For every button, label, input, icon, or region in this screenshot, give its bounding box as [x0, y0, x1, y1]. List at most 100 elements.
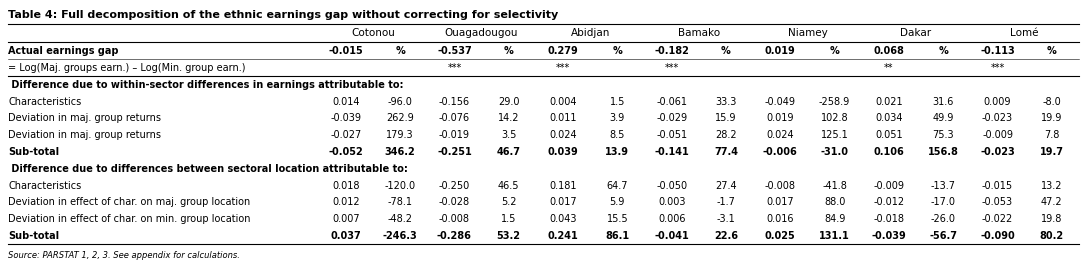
Text: Niamey: Niamey	[788, 28, 827, 38]
Text: 0.051: 0.051	[875, 130, 902, 140]
Text: -13.7: -13.7	[930, 181, 955, 191]
Text: %: %	[938, 46, 948, 56]
Text: 13.2: 13.2	[1041, 181, 1063, 191]
Text: 0.017: 0.017	[549, 198, 577, 207]
Text: 29.0: 29.0	[498, 97, 520, 107]
Text: 0.004: 0.004	[549, 97, 577, 107]
Text: %: %	[1047, 46, 1057, 56]
Text: 13.9: 13.9	[605, 147, 629, 157]
Text: 0.068: 0.068	[874, 46, 904, 56]
Text: Characteristics: Characteristics	[8, 97, 82, 107]
Text: -3.1: -3.1	[716, 214, 735, 224]
Text: Abidjan: Abidjan	[571, 28, 610, 38]
Text: 27.4: 27.4	[715, 181, 737, 191]
Text: -0.049: -0.049	[765, 97, 796, 107]
Text: 15.9: 15.9	[715, 113, 737, 124]
Text: 19.9: 19.9	[1041, 113, 1062, 124]
Text: -0.156: -0.156	[439, 97, 470, 107]
Text: 5.2: 5.2	[501, 198, 516, 207]
Text: 22.6: 22.6	[714, 231, 738, 241]
Text: 131.1: 131.1	[820, 231, 850, 241]
Text: %: %	[396, 46, 405, 56]
Text: 80.2: 80.2	[1040, 231, 1064, 241]
Text: Lomé: Lomé	[1011, 28, 1039, 38]
Text: -0.050: -0.050	[657, 181, 687, 191]
Text: 46.5: 46.5	[498, 181, 520, 191]
Text: **: **	[884, 63, 894, 73]
Text: 1.5: 1.5	[501, 214, 516, 224]
Text: 19.8: 19.8	[1041, 214, 1062, 224]
Text: 88.0: 88.0	[824, 198, 846, 207]
Text: Cotonou: Cotonou	[351, 28, 395, 38]
Text: -17.0: -17.0	[930, 198, 955, 207]
Text: -0.023: -0.023	[982, 113, 1013, 124]
Text: 0.181: 0.181	[549, 181, 577, 191]
Text: 0.011: 0.011	[549, 113, 577, 124]
Text: 0.241: 0.241	[548, 231, 578, 241]
Text: -0.009: -0.009	[982, 130, 1013, 140]
Text: 7.8: 7.8	[1045, 130, 1060, 140]
Text: 3.9: 3.9	[610, 113, 625, 124]
Text: -0.250: -0.250	[439, 181, 470, 191]
Text: 0.279: 0.279	[548, 46, 578, 56]
Text: -0.090: -0.090	[980, 231, 1015, 241]
Text: 15.5: 15.5	[607, 214, 628, 224]
Text: 28.2: 28.2	[715, 130, 737, 140]
Text: -0.039: -0.039	[330, 113, 361, 124]
Text: Characteristics: Characteristics	[8, 181, 82, 191]
Text: -0.008: -0.008	[765, 181, 796, 191]
Text: = Log(Maj. groups earn.) – Log(Min. group earn.): = Log(Maj. groups earn.) – Log(Min. grou…	[8, 63, 246, 73]
Text: -41.8: -41.8	[822, 181, 847, 191]
Text: 8.5: 8.5	[610, 130, 625, 140]
Text: -0.022: -0.022	[982, 214, 1013, 224]
Text: 14.2: 14.2	[498, 113, 520, 124]
Text: -0.008: -0.008	[439, 214, 470, 224]
Text: Actual earnings gap: Actual earnings gap	[8, 46, 118, 56]
Text: ***: ***	[447, 63, 462, 73]
Text: 0.043: 0.043	[549, 214, 577, 224]
Text: ***: ***	[664, 63, 678, 73]
Text: 0.106: 0.106	[874, 147, 904, 157]
Text: -0.015: -0.015	[328, 46, 363, 56]
Text: 0.034: 0.034	[875, 113, 902, 124]
Text: 19.7: 19.7	[1040, 147, 1064, 157]
Text: 0.017: 0.017	[766, 198, 795, 207]
Text: 53.2: 53.2	[497, 231, 521, 241]
Text: -0.052: -0.052	[328, 147, 363, 157]
Text: 0.014: 0.014	[332, 97, 360, 107]
Text: -0.019: -0.019	[439, 130, 470, 140]
Text: -1.7: -1.7	[716, 198, 736, 207]
Text: -0.061: -0.061	[657, 97, 687, 107]
Text: -31.0: -31.0	[821, 147, 849, 157]
Text: 0.019: 0.019	[765, 46, 796, 56]
Text: -0.053: -0.053	[982, 198, 1013, 207]
Text: 156.8: 156.8	[928, 147, 959, 157]
Text: 0.025: 0.025	[765, 231, 796, 241]
Text: -0.028: -0.028	[439, 198, 470, 207]
Text: Ouagadougou: Ouagadougou	[445, 28, 518, 38]
Text: Difference due to within-sector differences in earnings attributable to:: Difference due to within-sector differen…	[8, 80, 403, 90]
Text: 1.5: 1.5	[610, 97, 625, 107]
Text: -78.1: -78.1	[388, 198, 413, 207]
Text: 125.1: 125.1	[821, 130, 849, 140]
Text: Deviation in effect of char. on min. group location: Deviation in effect of char. on min. gro…	[8, 214, 250, 224]
Text: Sub-total: Sub-total	[8, 147, 59, 157]
Text: Deviation in effect of char. on maj. group location: Deviation in effect of char. on maj. gro…	[8, 198, 250, 207]
Text: -96.0: -96.0	[388, 97, 412, 107]
Text: -246.3: -246.3	[383, 231, 417, 241]
Text: -0.015: -0.015	[982, 181, 1013, 191]
Text: Sub-total: Sub-total	[8, 231, 59, 241]
Text: 49.9: 49.9	[933, 113, 954, 124]
Text: -0.039: -0.039	[872, 231, 907, 241]
Text: Source: PARSTAT 1, 2, 3. See appendix for calculations.: Source: PARSTAT 1, 2, 3. See appendix fo…	[8, 251, 240, 260]
Text: 102.8: 102.8	[821, 113, 848, 124]
Text: 77.4: 77.4	[714, 147, 738, 157]
Text: 0.012: 0.012	[332, 198, 360, 207]
Text: ***: ***	[990, 63, 1004, 73]
Text: Bamako: Bamako	[677, 28, 720, 38]
Text: -0.027: -0.027	[330, 130, 361, 140]
Text: 0.006: 0.006	[658, 214, 686, 224]
Text: 0.037: 0.037	[330, 231, 361, 241]
Text: -48.2: -48.2	[388, 214, 413, 224]
Text: 0.018: 0.018	[332, 181, 360, 191]
